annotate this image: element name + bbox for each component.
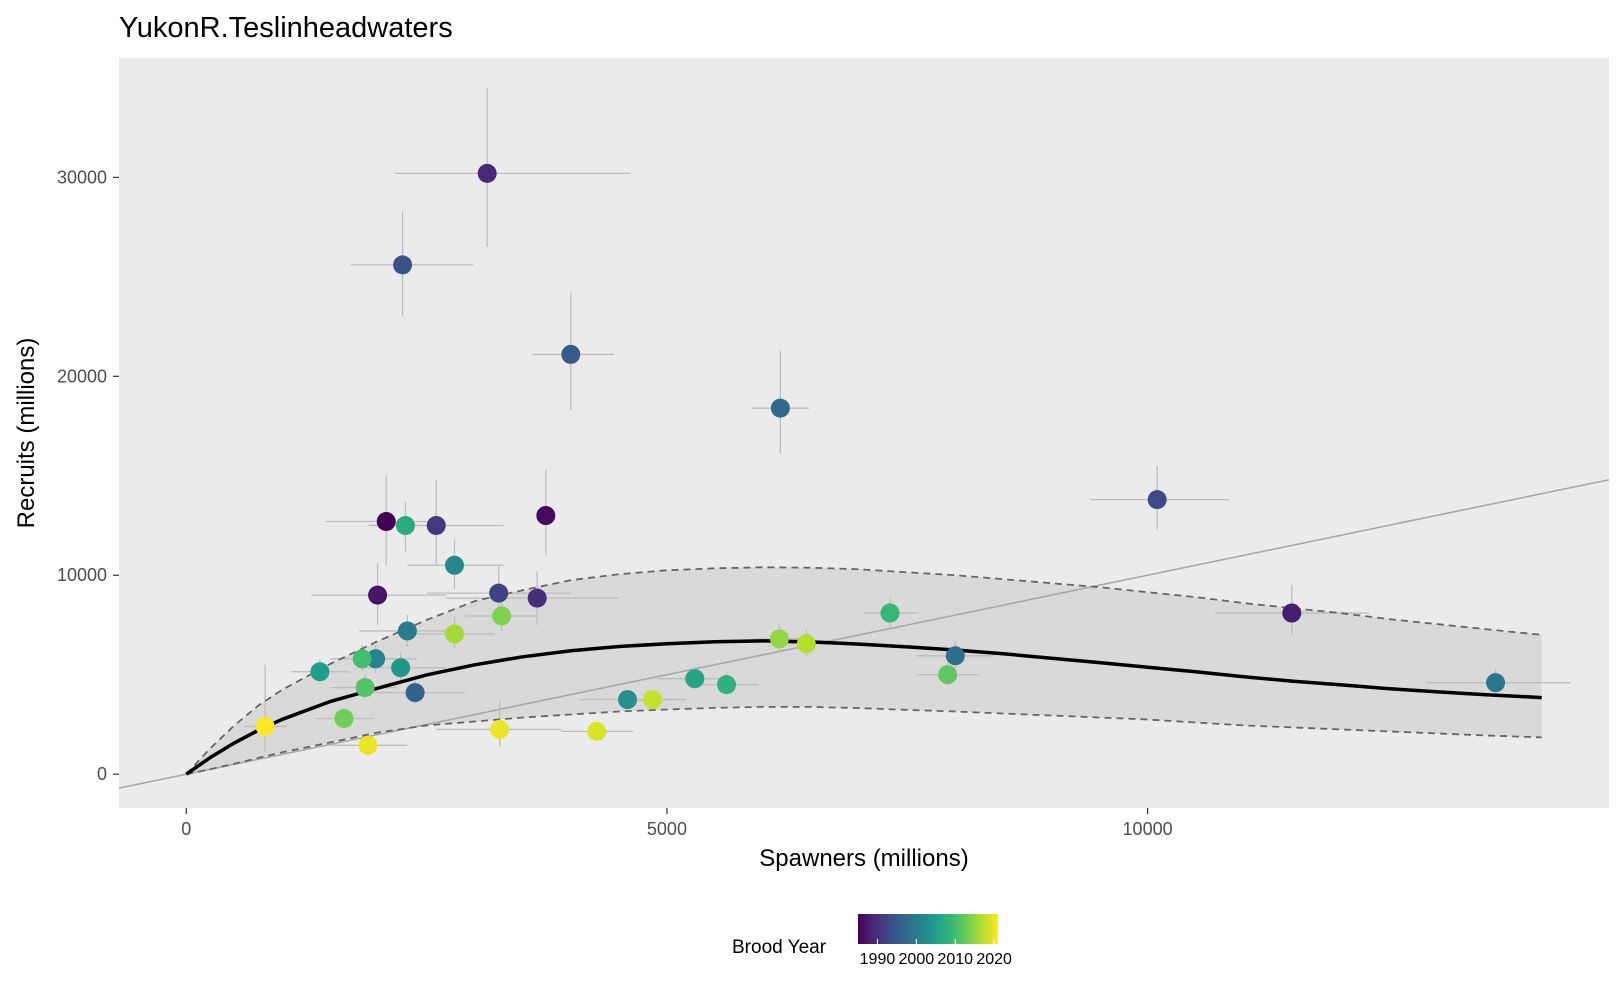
legend-title: Brood Year — [732, 937, 827, 958]
data-point — [1486, 673, 1506, 693]
data-point — [358, 735, 378, 755]
y-tick-label: 0 — [97, 764, 107, 784]
data-point — [310, 662, 330, 682]
y-tick-label: 30000 — [57, 167, 107, 187]
data-point — [643, 690, 663, 710]
data-point — [477, 163, 497, 183]
confidence-lower-line — [186, 706, 1542, 776]
x-axis-title: Spawners (millions) — [759, 845, 968, 872]
data-point — [717, 675, 737, 695]
data-point — [685, 669, 705, 689]
data-point — [938, 665, 958, 685]
x-tick-label: 5000 — [647, 819, 687, 839]
data-point — [489, 583, 509, 603]
data-point — [490, 719, 510, 739]
legend-colorbar — [858, 914, 998, 944]
x-tick-label: 10000 — [1123, 819, 1173, 839]
confidence-upper-line — [185, 566, 1542, 775]
data-point — [880, 603, 900, 623]
data-point — [352, 649, 372, 669]
data-point — [334, 708, 354, 728]
data-point — [618, 690, 638, 710]
legend-ticks: 1990 2000 2010 2020 — [860, 939, 1012, 968]
data-point — [355, 678, 375, 698]
data-point — [405, 683, 425, 703]
data-point — [397, 621, 417, 641]
data-point — [395, 516, 415, 536]
x-tick-label: 0 — [181, 819, 191, 839]
data-point — [536, 506, 556, 526]
data-point — [368, 585, 388, 605]
data-point — [366, 649, 386, 669]
legend-tick-label: 2010 — [937, 951, 973, 968]
data-point — [393, 255, 413, 275]
chart-title: YukonR.Teslinheadwaters — [119, 12, 453, 44]
data-point — [444, 624, 464, 644]
data-points — [255, 163, 1506, 755]
data-point — [391, 658, 411, 678]
data-point — [561, 344, 581, 364]
y-axis-title: Recruits (millions) — [13, 338, 40, 529]
y-tick-label: 20000 — [57, 366, 107, 386]
data-point — [796, 634, 816, 654]
data-point — [492, 606, 512, 626]
legend-tick-label: 1990 — [860, 951, 896, 968]
data-point — [376, 512, 396, 532]
data-point — [426, 516, 446, 536]
data-point — [1147, 490, 1167, 510]
data-point — [587, 721, 607, 741]
data-point — [255, 716, 275, 736]
data-point — [945, 646, 965, 666]
x-axis: 0 5000 10000 — [181, 808, 1173, 839]
data-point — [770, 398, 790, 418]
legend-tick-label: 2020 — [976, 951, 1012, 968]
data-point — [444, 555, 464, 575]
y-tick-label: 10000 — [57, 565, 107, 585]
data-point — [769, 629, 789, 649]
data-point — [1282, 603, 1302, 623]
legend-tick-label: 2000 — [899, 951, 935, 968]
y-axis: 0 10000 20000 30000 — [57, 167, 119, 784]
color-legend: Brood Year 1990 2000 2010 2020 — [732, 914, 1012, 968]
data-point — [527, 588, 547, 608]
